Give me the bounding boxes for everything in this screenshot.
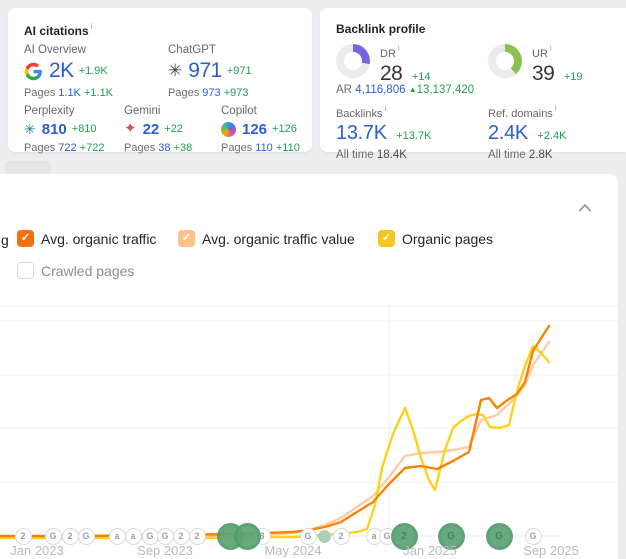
google-update-note-marker[interactable] (233, 522, 261, 550)
gemini-pages: Pages 38 +38 (124, 142, 193, 154)
chatgpt-value[interactable]: 971 (188, 59, 222, 82)
avg-organic-traffic-value-label[interactable]: Avg. organic traffic value (202, 231, 355, 247)
organic-pages-label[interactable]: Organic pages (402, 231, 494, 247)
x-axis-label: Jan 2023 (10, 543, 64, 558)
perplexity-label: Perplexity (24, 105, 75, 117)
copilot-pages: Pages 110 +110 (221, 142, 300, 154)
gemini-delta: +22 (164, 123, 183, 135)
timeline-badge[interactable]: 2 (61, 527, 79, 545)
hidden-element-pill (5, 161, 51, 173)
collapse-section-button[interactable] (574, 197, 596, 219)
check-icon: ✓ (381, 232, 392, 244)
clipped-legend-fragment: g (1, 232, 9, 248)
ai-overview-pages: Pages 1.1K +1.1K (24, 87, 114, 99)
perplexity-value[interactable]: 810 (41, 120, 67, 138)
copilot-value[interactable]: 126 (242, 120, 268, 138)
gemini-icon: ✦ (124, 120, 137, 137)
timeline-badge[interactable]: G (524, 527, 542, 545)
info-icon[interactable]: i (90, 22, 93, 31)
ai-overview-label: AI Overview (24, 44, 86, 56)
gemini-label: Gemini (124, 105, 161, 117)
ar-value[interactable]: 4,116,806 (355, 84, 406, 96)
chatgpt-label: ChatGPT (168, 44, 216, 56)
dr-donut-chart (336, 44, 370, 78)
avg-organic-traffic-label[interactable]: Avg. organic traffic (41, 231, 157, 247)
timeline-badge[interactable]: 2 (188, 527, 206, 545)
ur-delta: +19 (563, 71, 583, 83)
google-update-note-marker[interactable]: G (485, 522, 513, 550)
copilot-delta: +126 (272, 123, 297, 135)
chatgpt-delta: +971 (226, 65, 252, 77)
avg-organic-traffic-checkbox[interactable]: ✓ (17, 230, 34, 247)
backlinks-value[interactable]: 13.7K (336, 122, 387, 144)
timeline-badge[interactable]: a (124, 527, 142, 545)
copilot-label: Copilot (221, 105, 257, 117)
ur-donut-chart (488, 44, 522, 78)
ai-overview-value[interactable]: 2K (49, 59, 74, 82)
google-update-note-marker[interactable]: G (437, 522, 465, 550)
ar-delta: 13,137,420 (416, 84, 475, 96)
timeline-badge[interactable]: 2 (14, 527, 32, 545)
crawled-pages-label[interactable]: Crawled pages (41, 263, 135, 279)
info-icon[interactable]: i (384, 104, 387, 113)
perplexity-icon: ✳ (24, 121, 36, 137)
timeline-badge[interactable]: G (77, 527, 95, 545)
x-axis-label: Sep 2025 (523, 543, 579, 558)
perplexity-pages: Pages 722 +722 (24, 142, 105, 154)
note-dot-marker[interactable] (317, 529, 331, 543)
copilot-icon (221, 121, 236, 137)
ur-value: 39 (532, 62, 555, 85)
crawled-pages-checkbox[interactable]: ✓ (17, 262, 34, 279)
dr-delta: +14 (411, 71, 431, 83)
timeline-badge[interactable]: a (108, 527, 126, 545)
info-icon[interactable]: i (549, 44, 552, 53)
timeline-badge[interactable]: G (141, 527, 159, 545)
copilot-item: Copilot 126 +126 Pages 110 +110 (221, 105, 300, 154)
ar-row: AR 4,116,806 ▲13,137,420 (336, 84, 475, 96)
check-icon: ✓ (181, 232, 192, 244)
organic-pages-checkbox[interactable]: ✓ (378, 230, 395, 247)
ai-citations-card: AI citations i AI Overview 2K +1.9K Pages… (8, 8, 312, 154)
gemini-item: Gemini ✦ 22 +22 Pages 38 +38 (124, 105, 192, 154)
backlink-profile-title: Backlink profile (336, 22, 426, 36)
x-axis-label: May 2024 (264, 543, 322, 558)
check-icon: ✓ (20, 232, 31, 244)
chatgpt-pages: Pages 973 +973 (168, 87, 249, 99)
ref-domains-metric: Ref. domains i 2.4K +2.4K All time 2.8K (488, 104, 567, 161)
dr-value: 28 (380, 62, 403, 85)
perplexity-item: Perplexity ✳ 810 +810 Pages 722 +722 (24, 105, 104, 154)
timeline-badge[interactable]: 2 (172, 527, 190, 545)
ur-metric: UR i 39 +19 (532, 44, 583, 85)
ref-domains-alltime: All time 2.8K (488, 149, 553, 161)
ref-domains-value[interactable]: 2.4K (488, 122, 528, 144)
chatgpt-icon: ✳ (168, 61, 183, 80)
backlink-profile-card: Backlink profile DR i 28 +14 UR i 39 +19 A… (320, 8, 626, 161)
timeline-badge[interactable]: G (299, 527, 317, 545)
info-icon[interactable]: i (397, 44, 400, 53)
google-icon (24, 62, 42, 80)
backlinks-delta: +13.7K (396, 130, 432, 142)
info-icon[interactable]: i (554, 104, 557, 113)
triangle-up-icon: ▲ (408, 85, 417, 94)
ai-overview-delta: +1.9K (78, 65, 108, 77)
ref-domains-delta: +2.4K (537, 130, 567, 142)
perplexity-delta: +810 (71, 123, 97, 135)
gemini-value[interactable]: 22 (142, 120, 160, 138)
google-update-note-marker[interactable]: 2 (390, 522, 418, 550)
x-axis-label: Jan 2025 (403, 543, 457, 558)
ai-overview-item: AI Overview 2K +1.9K Pages 1.1K +1.1K (24, 44, 113, 99)
chatgpt-item: ChatGPT ✳ 971 +971 Pages 973 +973 (168, 44, 252, 99)
dr-metric: DR i 28 +14 (380, 44, 431, 85)
backlinks-metric: Backlinks i 13.7K +13.7K All time 18.4K (336, 104, 432, 161)
backlinks-alltime: All time 18.4K (336, 149, 407, 161)
chevron-up-icon (579, 204, 591, 212)
x-axis-label: Sep 2023 (137, 543, 193, 558)
timeline-badge[interactable]: G (44, 527, 62, 545)
timeline-badge[interactable]: G (156, 527, 174, 545)
ai-citations-title: AI citations i (24, 22, 93, 38)
timeline-badge[interactable]: 2 (332, 527, 350, 545)
avg-organic-traffic-value-checkbox[interactable]: ✓ (178, 230, 195, 247)
